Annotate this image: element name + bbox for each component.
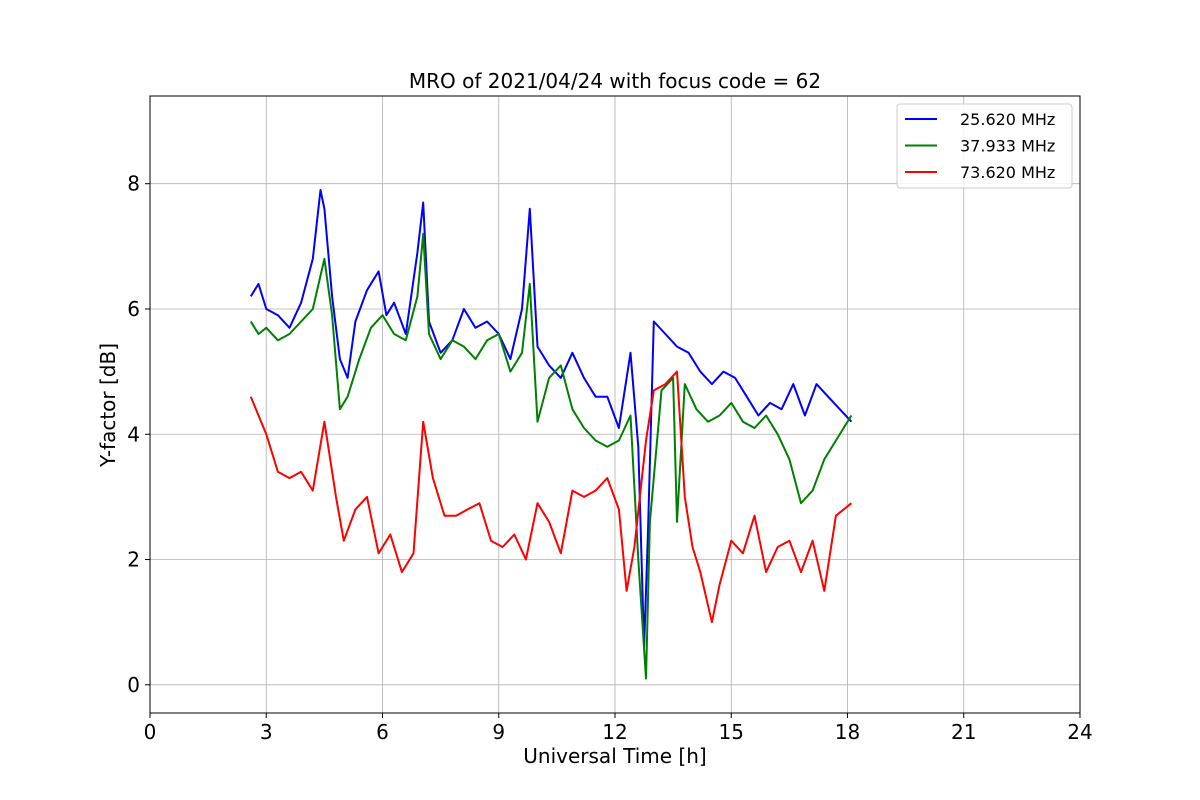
x-tick-label: 3 (260, 720, 273, 744)
x-tick-label: 9 (492, 720, 505, 744)
y-tick-label: 6 (127, 297, 140, 321)
legend-label-1: 25.620 MHz (960, 110, 1055, 129)
y-tick-label: 0 (127, 673, 140, 697)
y-axis-label: Y-factor [dB] (96, 343, 120, 468)
y-tick-label: 4 (127, 422, 140, 446)
series-line-3 (249, 370, 853, 624)
series-layer (249, 189, 853, 680)
x-tick-label: 18 (835, 720, 860, 744)
x-axis-label: Universal Time [h] (523, 744, 706, 768)
legend-label-2: 37.933 MHz (960, 137, 1055, 156)
legend: 25.620 MHz 37.933 MHz 73.620 MHz (896, 103, 1073, 189)
chart-title: MRO of 2021/04/24 with focus code = 62 (409, 69, 821, 93)
grid (149, 96, 1081, 713)
x-tick-label: 12 (602, 720, 627, 744)
legend-box (896, 103, 1073, 189)
y-tick-label: 8 (127, 172, 140, 196)
legend-label-3: 73.620 MHz (960, 163, 1055, 182)
x-tick-label: 21 (951, 720, 976, 744)
x-tick-label: 6 (376, 720, 389, 744)
series-line-1 (249, 189, 853, 649)
x-tick-label: 15 (719, 720, 744, 744)
x-tick-label: 0 (144, 720, 157, 744)
x-tick-label: 24 (1067, 720, 1092, 744)
series-line-2 (249, 232, 853, 680)
y-tick-label: 2 (127, 548, 140, 572)
